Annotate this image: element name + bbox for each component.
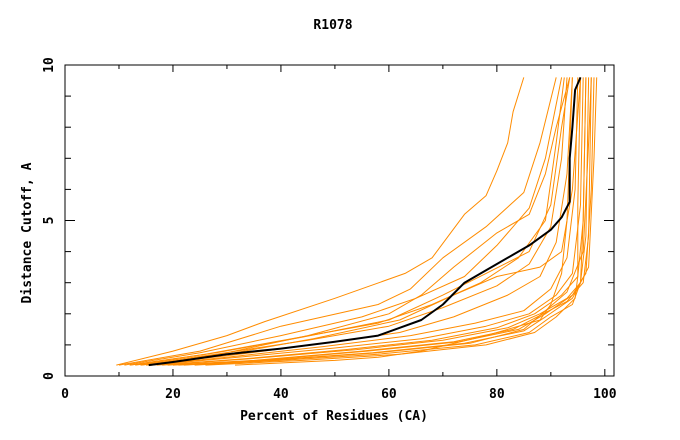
axes: 0 20 40 60 80 100 0 5 10 bbox=[42, 57, 617, 402]
model-series-line-1 bbox=[116, 77, 525, 366]
mean-series-line bbox=[148, 77, 582, 367]
y-axis-label: Distance Cutoff, A bbox=[20, 162, 35, 303]
model-series-line-2 bbox=[118, 77, 557, 366]
x-tick-label: 80 bbox=[489, 387, 505, 402]
chart-title: R1078 bbox=[313, 18, 352, 33]
plot-frame bbox=[64, 64, 615, 377]
model-series-line-14 bbox=[183, 77, 592, 366]
x-tick-label: 0 bbox=[61, 387, 69, 402]
model-series-line-12 bbox=[172, 77, 595, 366]
y-tick-label: 10 bbox=[42, 57, 57, 73]
model-series-line-10 bbox=[162, 77, 590, 366]
model-series-line-6 bbox=[140, 77, 573, 366]
x-tick-label: 60 bbox=[381, 387, 397, 402]
model-series-line-7 bbox=[145, 77, 579, 366]
series-layer bbox=[116, 77, 598, 367]
x-axis-label: Percent of Residues (CA) bbox=[240, 409, 428, 424]
model-series-line-19 bbox=[234, 77, 573, 366]
x-tick-label: 40 bbox=[273, 387, 289, 402]
model-series-line-8 bbox=[151, 77, 584, 366]
x-tick-label: 20 bbox=[165, 387, 181, 402]
model-series-line-17 bbox=[194, 77, 587, 366]
model-series-line-20 bbox=[151, 77, 571, 366]
model-series-line-3 bbox=[124, 77, 563, 366]
model-series-line-9 bbox=[156, 77, 587, 366]
y-tick-label: 5 bbox=[42, 217, 57, 225]
model-series-line-18 bbox=[205, 77, 581, 366]
model-series-line-5 bbox=[135, 77, 568, 366]
model-series-line-15 bbox=[129, 77, 571, 366]
x-tick-label: 100 bbox=[593, 387, 617, 402]
y-tick-label: 0 bbox=[42, 372, 57, 380]
